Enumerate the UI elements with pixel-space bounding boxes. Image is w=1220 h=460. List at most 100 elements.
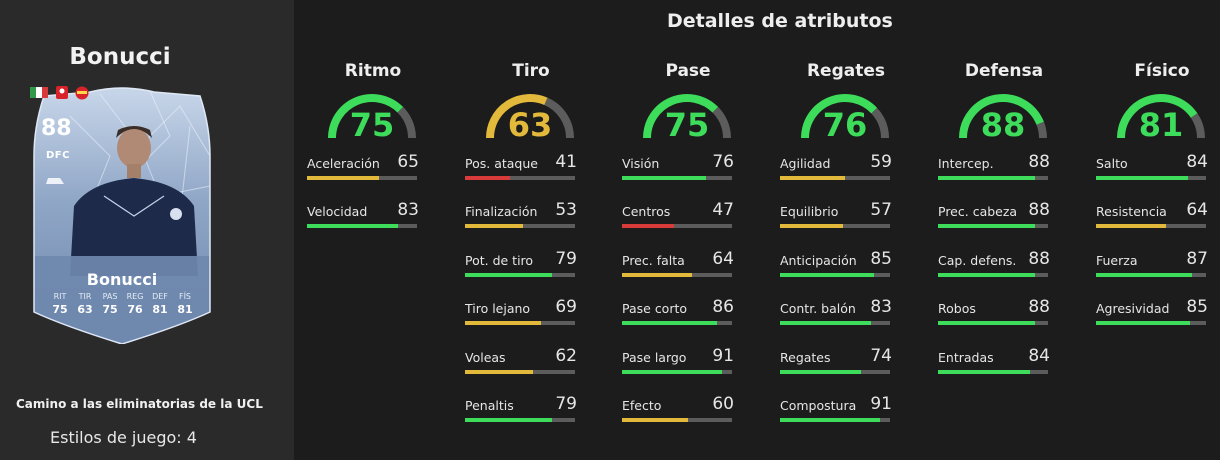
card-rating: 88 (41, 116, 72, 141)
attribute-value: 85 (870, 248, 892, 269)
gauge-fill (643, 94, 719, 139)
attribute-value: 69 (555, 297, 577, 318)
attribute-value: 83 (397, 200, 419, 221)
attribute-bar-fill (465, 224, 524, 229)
card-stat-pas: PAS 75 (99, 292, 121, 316)
player-panel: Bonucci (0, 0, 294, 460)
attribute-value: 60 (712, 393, 734, 414)
attribute-bar-fill (938, 176, 1035, 180)
attribute-bar-fill (780, 321, 872, 326)
card-stat-value: 81 (177, 303, 193, 316)
attribute-bar-fill (938, 272, 1035, 277)
attribute-bar-track (938, 272, 1048, 277)
attribute-bar-fill (780, 224, 843, 229)
attribute-finalizacion: Finalización 53 (465, 200, 577, 252)
attribute-bar-fill (622, 176, 706, 180)
attribute-bar-fill (622, 417, 688, 422)
card-player-name: Bonucci (86, 270, 158, 289)
attribute-bar-track (938, 176, 1048, 180)
attribute-bar-fill (465, 369, 534, 374)
attribute-value: 88 (1028, 297, 1050, 318)
attribute-label: Entradas (938, 349, 994, 365)
category-title: Regates (806, 61, 886, 81)
attribute-list: Pos. ataque 41 Finalización 53 Pot. de tiro 7… (465, 152, 577, 446)
attribute-pos-ataque: Pos. ataque 41 (465, 152, 577, 204)
attribute-bar-track (465, 321, 575, 326)
gauge-fill (801, 94, 878, 139)
attribute-centros: Centros 47 (622, 200, 734, 252)
attribute-agresividad: Agresividad 85 (1096, 297, 1208, 349)
card-stat-value: 75 (102, 303, 118, 316)
category-defensa: Defensa 88 Intercep. 88 Prec. cabeza 88 Cap. d… (938, 60, 1050, 398)
attribute-bar-track (465, 224, 575, 229)
attribute-list: Visión 76 Centros 47 Prec. falta 64 Pase corto… (622, 152, 734, 446)
attribute-bar-track (622, 224, 732, 229)
category-fisico: Físico 81 Salto 84 Resistencia 64 Fuerza 87 Agre… (1096, 60, 1208, 350)
attribute-bar-fill (938, 369, 1031, 374)
attribute-bar-track (307, 224, 417, 229)
card-stat-phy: FÍS 81 (174, 292, 196, 316)
playstyles-label[interactable]: Estilos de juego: 4 (50, 428, 197, 447)
gauge-track (1190, 113, 1205, 139)
gauge-fill (486, 94, 548, 139)
attribute-bar-track (780, 417, 890, 422)
attribute-value: 88 (1028, 152, 1050, 172)
card-stat-label: TIR (78, 292, 92, 301)
attribute-voleas: Voleas 62 (465, 346, 577, 398)
attribute-value: 84 (1028, 345, 1050, 366)
attribute-tiro-lejano: Tiro lejano 69 (465, 297, 577, 349)
attribute-label: Regates (780, 349, 831, 365)
attribute-label: Tiro lejano (465, 301, 531, 317)
category-pase: Pase 75 Visión 76 Centros 47 Prec. falta 64 Pase… (622, 60, 734, 446)
attribute-value: 65 (397, 152, 419, 172)
gauge-track (397, 106, 416, 139)
attribute-bar-track (938, 369, 1048, 374)
attribute-label: Pos. ataque (465, 156, 538, 171)
italy-flag-icon (30, 87, 48, 98)
attribute-label: Cap. defens. (938, 252, 1017, 268)
category-title: Ritmo (344, 61, 402, 81)
attribute-bar-track (307, 176, 417, 180)
gauge-track (1036, 121, 1047, 139)
attribute-value: 76 (712, 152, 734, 172)
attribute-resistencia: Resistencia 64 (1096, 200, 1208, 252)
attribute-bar-track (780, 321, 890, 326)
card-stat-label: FÍS (178, 292, 192, 301)
gauge-track (544, 97, 574, 139)
attribute-bar-track (622, 369, 732, 374)
attribute-label: Equilibrio (780, 204, 839, 220)
category-rating: 75 (664, 106, 710, 144)
card-stat-def: DEF 81 (149, 292, 171, 316)
attribute-bar-fill (622, 272, 693, 277)
card-stat-value: 81 (152, 303, 168, 316)
category-title: Tiro (512, 61, 550, 81)
attribute-label: Contr. balón (780, 301, 856, 317)
attribute-bar-track (622, 272, 732, 277)
attribute-label: Penaltis (465, 397, 514, 413)
attribute-value: 79 (555, 393, 577, 414)
gauge-track (871, 107, 889, 139)
attribute-bar-fill (465, 417, 552, 422)
attribute-label: Pot. de tiro (465, 252, 534, 268)
attribute-pot-de-tiro: Pot. de tiro 79 (465, 249, 577, 301)
attribute-entradas: Entradas 84 (938, 346, 1050, 398)
gauge-fill (1117, 94, 1198, 139)
attribute-bar-fill (622, 224, 674, 229)
league-logo-icon (56, 86, 68, 99)
attribute-bar-track (780, 176, 890, 180)
attribute-bar-track (622, 417, 732, 422)
attribute-salto: Salto 84 (1096, 152, 1208, 204)
attribute-bar-fill (938, 321, 1035, 326)
attribute-value: 57 (870, 200, 892, 221)
attribute-bar-track (780, 272, 890, 277)
club-crest-icon (75, 86, 89, 100)
attribute-bar-track (465, 176, 575, 180)
attribute-label: Anticipación (780, 252, 857, 268)
attribute-value: 64 (712, 248, 734, 269)
attribute-label: Pase corto (622, 301, 688, 317)
attribute-value: 79 (555, 248, 577, 269)
player-card[interactable]: 88 DFC Bonucci RIT 75 TIR 63 PAS 75 REG … (30, 86, 214, 344)
attribute-robos: Robos 88 (938, 297, 1050, 349)
attribute-bar-fill (465, 272, 552, 277)
attribute-bar-fill (465, 176, 511, 180)
